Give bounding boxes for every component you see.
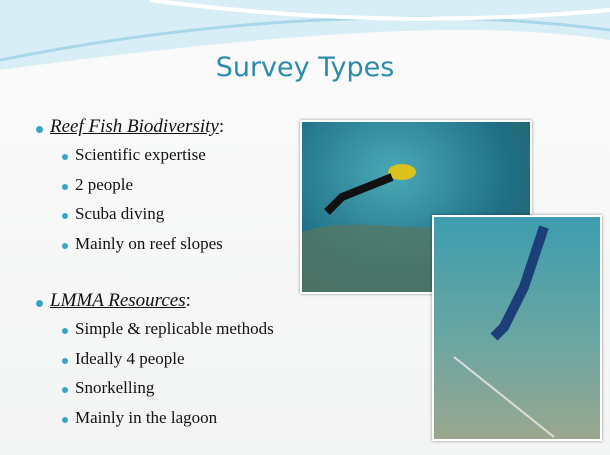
bullet [62, 243, 68, 249]
section-heading: Reef Fish Biodiversity: [50, 116, 224, 138]
list-item: Ideally 4 people [75, 349, 185, 369]
list-item: Scientific expertise [75, 145, 206, 165]
heading-text: Reef Fish Biodiversity [50, 116, 219, 137]
bullet [62, 184, 68, 190]
bullet [62, 154, 68, 160]
heading-text: LMMA Resources [50, 290, 186, 311]
heading-punctuation: : [219, 116, 224, 137]
slide: Survey Types Reef Fish Biodiversity: Scie… [0, 0, 610, 455]
photo-detail [434, 217, 600, 439]
bullet [62, 213, 68, 219]
list-item: Snorkelling [75, 378, 154, 398]
photo-snorkel [432, 215, 602, 441]
list-item: 2 people [75, 175, 133, 195]
list-item: Scuba diving [75, 204, 164, 224]
bullet [36, 126, 43, 133]
bullet [62, 387, 68, 393]
bullet [62, 417, 68, 423]
slide-title: Survey Types [0, 52, 610, 83]
bullet [62, 358, 68, 364]
list-item: Simple & replicable methods [75, 319, 274, 339]
bullet [36, 300, 43, 307]
list-item: Mainly on reef slopes [75, 234, 223, 254]
heading-punctuation: : [186, 290, 191, 311]
bullet [62, 328, 68, 334]
list-item: Mainly in the lagoon [75, 408, 217, 428]
section-heading: LMMA Resources: [50, 290, 191, 312]
